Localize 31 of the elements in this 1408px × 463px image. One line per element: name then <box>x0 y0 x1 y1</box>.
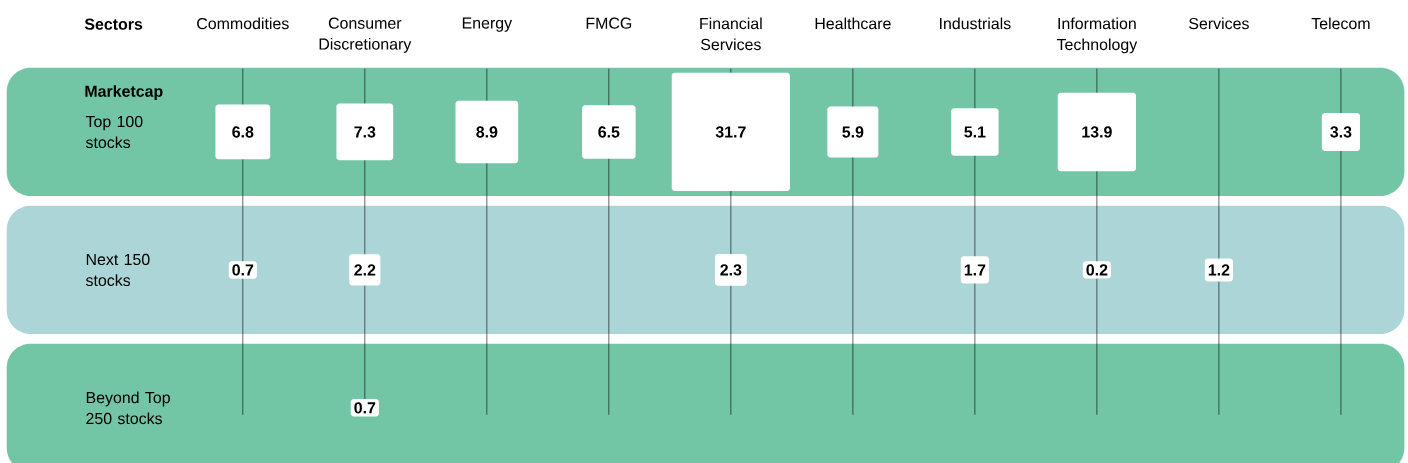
x-tick-label: FMCG <box>586 17 632 29</box>
data-label: 8.9 <box>476 126 498 138</box>
data-label: 6.8 <box>232 126 254 138</box>
x-tick-label: Consumer Discretionary <box>319 17 412 53</box>
data-label: 0.7 <box>232 264 254 276</box>
y-axis-title: Marketcap <box>85 85 163 101</box>
x-tick-label: Telecom <box>1311 17 1370 30</box>
x-tick-label: Commodities <box>197 17 289 30</box>
data-label: 0.2 <box>1086 264 1108 276</box>
x-tick-label: Information Technology <box>1056 17 1138 54</box>
y-tick-label: Top 100 stocks <box>85 115 143 149</box>
data-label: 7.3 <box>354 126 376 138</box>
data-label: 1.2 <box>1208 264 1230 276</box>
x-tick-label: Energy <box>462 17 513 32</box>
data-label: 5.1 <box>964 126 986 138</box>
y-tick-label: Next 150 stocks <box>85 253 150 287</box>
x-tick-label: Financial Services <box>700 17 762 51</box>
data-label: 5.9 <box>842 126 864 138</box>
data-label: 1.7 <box>964 264 986 276</box>
data-label: 31.7 <box>715 126 746 138</box>
x-tick-label: Healthcare <box>815 17 891 30</box>
x-tick-label: Industrials <box>940 17 1011 30</box>
data-label: 0.7 <box>354 402 376 414</box>
data-label: 2.3 <box>720 264 742 276</box>
data-label: 13.9 <box>1082 126 1112 138</box>
data-label: 6.5 <box>598 126 620 138</box>
data-label: 3.3 <box>1330 126 1352 138</box>
data-label: 2.2 <box>354 264 376 276</box>
x-tick-label: Services <box>1189 17 1249 30</box>
y-tick-label: Beyond Top 250 stocks <box>86 391 170 425</box>
x-axis-title: Sectors <box>84 18 143 30</box>
